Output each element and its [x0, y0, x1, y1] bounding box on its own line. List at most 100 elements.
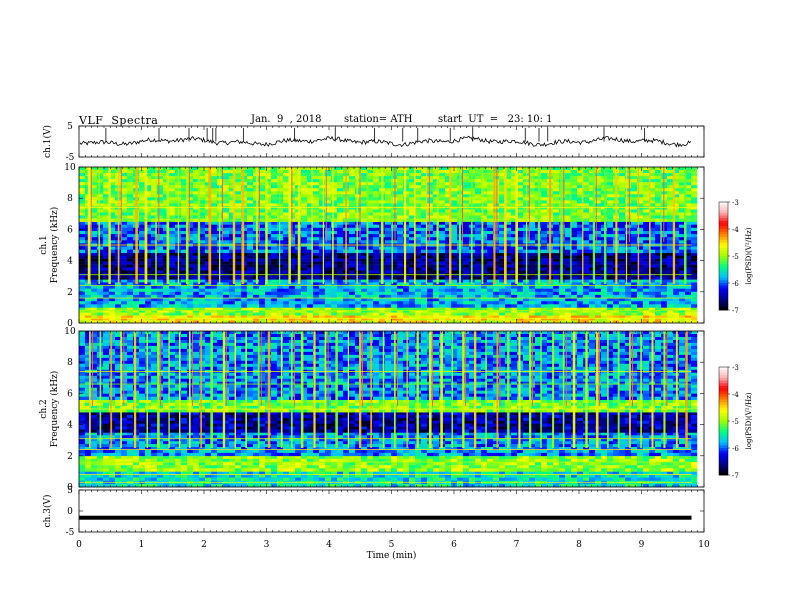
ch1-spectrogram-cell — [127, 312, 134, 316]
ch1-spectrogram-cell — [301, 224, 308, 229]
ch1-spectrogram-cell — [235, 240, 242, 244]
ch1-spectrogram-cell — [193, 170, 200, 174]
ch1-spectrogram-cell — [199, 237, 206, 241]
ch1-spectrogram-cell — [607, 188, 614, 192]
ch1-spectrogram-cell — [541, 173, 548, 177]
ch1-spectrogram-cell — [367, 291, 374, 296]
ch1-spectrogram-cell — [463, 224, 470, 229]
ch1-spectrogram-cell — [145, 315, 152, 319]
ch1-spectrogram-cell — [331, 315, 338, 319]
ch1-spectrogram-cell — [523, 312, 530, 316]
ch1-spectrogram-cell — [445, 264, 452, 268]
ch1-spectrogram-cell — [325, 237, 332, 241]
ch1-spectrogram-cell — [475, 227, 482, 232]
ch1-spectrogram-cell — [121, 288, 128, 293]
ch1-spectrogram-cell — [493, 240, 500, 244]
ch1-spectrogram-cell — [79, 167, 86, 171]
ch1-spectrogram-cell — [475, 317, 482, 321]
ch1-spectrogram-cell — [511, 304, 518, 308]
ch1-spectrogram-cell — [463, 298, 470, 302]
ch1-spectrogram-cell — [493, 194, 500, 198]
ch1-spectrogram-cell — [415, 179, 422, 183]
ch1-spectrogram-cell — [391, 312, 398, 316]
ch1-spectrogram-cell — [607, 282, 614, 286]
ch1-spectrogram-cell — [259, 317, 266, 321]
ch1-spectrogram-cell — [625, 227, 632, 232]
ch1-spectrogram-cell — [571, 252, 578, 256]
ch1-spectrogram-cell — [145, 249, 152, 254]
ch1-spectrogram-cell — [109, 310, 116, 313]
ch1-spectrogram-cell — [445, 234, 452, 238]
ch1-spectrogram-cell — [367, 179, 374, 183]
ch1-spectrogram-cell — [349, 176, 356, 180]
ch1-spectrogram-cell — [157, 291, 164, 296]
ch1-spectrogram-cell — [577, 267, 584, 271]
ch1-spectrogram-cell — [229, 276, 236, 280]
ch1-spectrogram-cell — [475, 301, 482, 305]
ch1-spectrogram-cell — [163, 188, 170, 192]
ch1-spectrogram-cell — [301, 307, 308, 311]
ch1-spectrogram-cell — [511, 191, 518, 195]
ch1-spectrogram-cell — [127, 194, 134, 198]
ch1-spectrogram-cell — [79, 185, 86, 189]
ch1-spectrogram-cell — [547, 307, 554, 311]
ch1-spectrogram-cell — [445, 194, 452, 198]
ch1-spectrogram-cell — [139, 240, 146, 244]
ch1-spectrogram-cell — [667, 252, 674, 256]
ch1-spectrogram-cell — [577, 167, 584, 171]
ch1-spectrogram-cell — [409, 270, 416, 274]
ch1-spectrogram-cell — [109, 285, 116, 289]
ch1-spectrogram-cell — [259, 249, 266, 254]
ch1-spectrogram-cell — [451, 170, 458, 174]
ch1-spectrogram-cell — [235, 294, 242, 299]
ch1-spectrogram-cell — [259, 194, 266, 198]
ch1-spectrogram-cell — [601, 291, 608, 296]
ch1-spectrogram-cell — [523, 304, 530, 308]
ch1-spectrogram-cell — [427, 304, 434, 308]
ch1-spectrogram-cell — [97, 197, 104, 201]
ch1-spectrogram-cell — [247, 264, 254, 268]
ch1-spectrogram-cell — [103, 307, 110, 311]
ch1-spectrogram-cell — [583, 179, 590, 183]
ch1-spectrogram-cell — [265, 176, 272, 180]
ch1-spectrogram-cell — [427, 261, 434, 265]
ch1-spectrogram-cell — [325, 261, 332, 265]
ch1-spectrogram-cell — [151, 246, 158, 250]
ch1-spectrogram-cell — [265, 264, 272, 268]
ch1-spectrogram-cell — [145, 227, 152, 232]
ch1-spectrogram-cell — [403, 288, 410, 293]
ch1-spectrogram-cell — [451, 194, 458, 198]
ch1-spectrogram-cell — [145, 298, 152, 302]
ch1-spectrogram-cell — [121, 191, 128, 195]
ch1-spectrogram-cell — [421, 194, 428, 198]
ch1-spectrogram-cell — [655, 294, 662, 299]
ch1-spectrogram-cell — [325, 231, 332, 235]
ch1-spectrogram-cell — [301, 255, 308, 259]
ch1-spectrogram-cell — [637, 191, 644, 195]
ch1-spectrogram-cell — [97, 240, 104, 244]
ch1-spectrogram-cell — [529, 249, 536, 254]
ch1-spectrogram-cell — [373, 200, 380, 204]
ch1-spectrogram-cell — [103, 270, 110, 274]
ch1-spectrogram-cell — [367, 270, 374, 274]
ch1-spectrogram-cell — [553, 307, 560, 311]
ch1-spectrogram-cell — [151, 188, 158, 192]
ch1-spectrogram-cell — [643, 255, 650, 259]
ch1-spectrogram-cell — [517, 188, 524, 192]
ch1-spectrogram-cell — [649, 224, 656, 229]
ch1-spectrogram-cell — [433, 270, 440, 274]
ch1-spectrogram-cell — [289, 240, 296, 244]
ch1-spectrogram-cell — [175, 304, 182, 308]
ch1-spectrogram-cell — [463, 294, 470, 299]
ch1-spectrogram-cell — [655, 224, 662, 229]
ch1-spectrogram-cell — [139, 179, 146, 183]
ch1-spectrogram-cell — [487, 170, 494, 174]
ch1-spectrogram-cell — [235, 185, 242, 189]
ch1-spectrogram-cell — [223, 191, 230, 195]
ch1-spectrogram-cell — [589, 276, 596, 280]
ch1-spectrogram-cell — [643, 252, 650, 256]
ch1-spectrogram-cell — [121, 200, 128, 204]
ch1-spectrogram-cell — [205, 276, 212, 280]
ch1-spectrogram-cell — [169, 252, 176, 256]
ch1-spectrogram-cell — [295, 282, 302, 286]
